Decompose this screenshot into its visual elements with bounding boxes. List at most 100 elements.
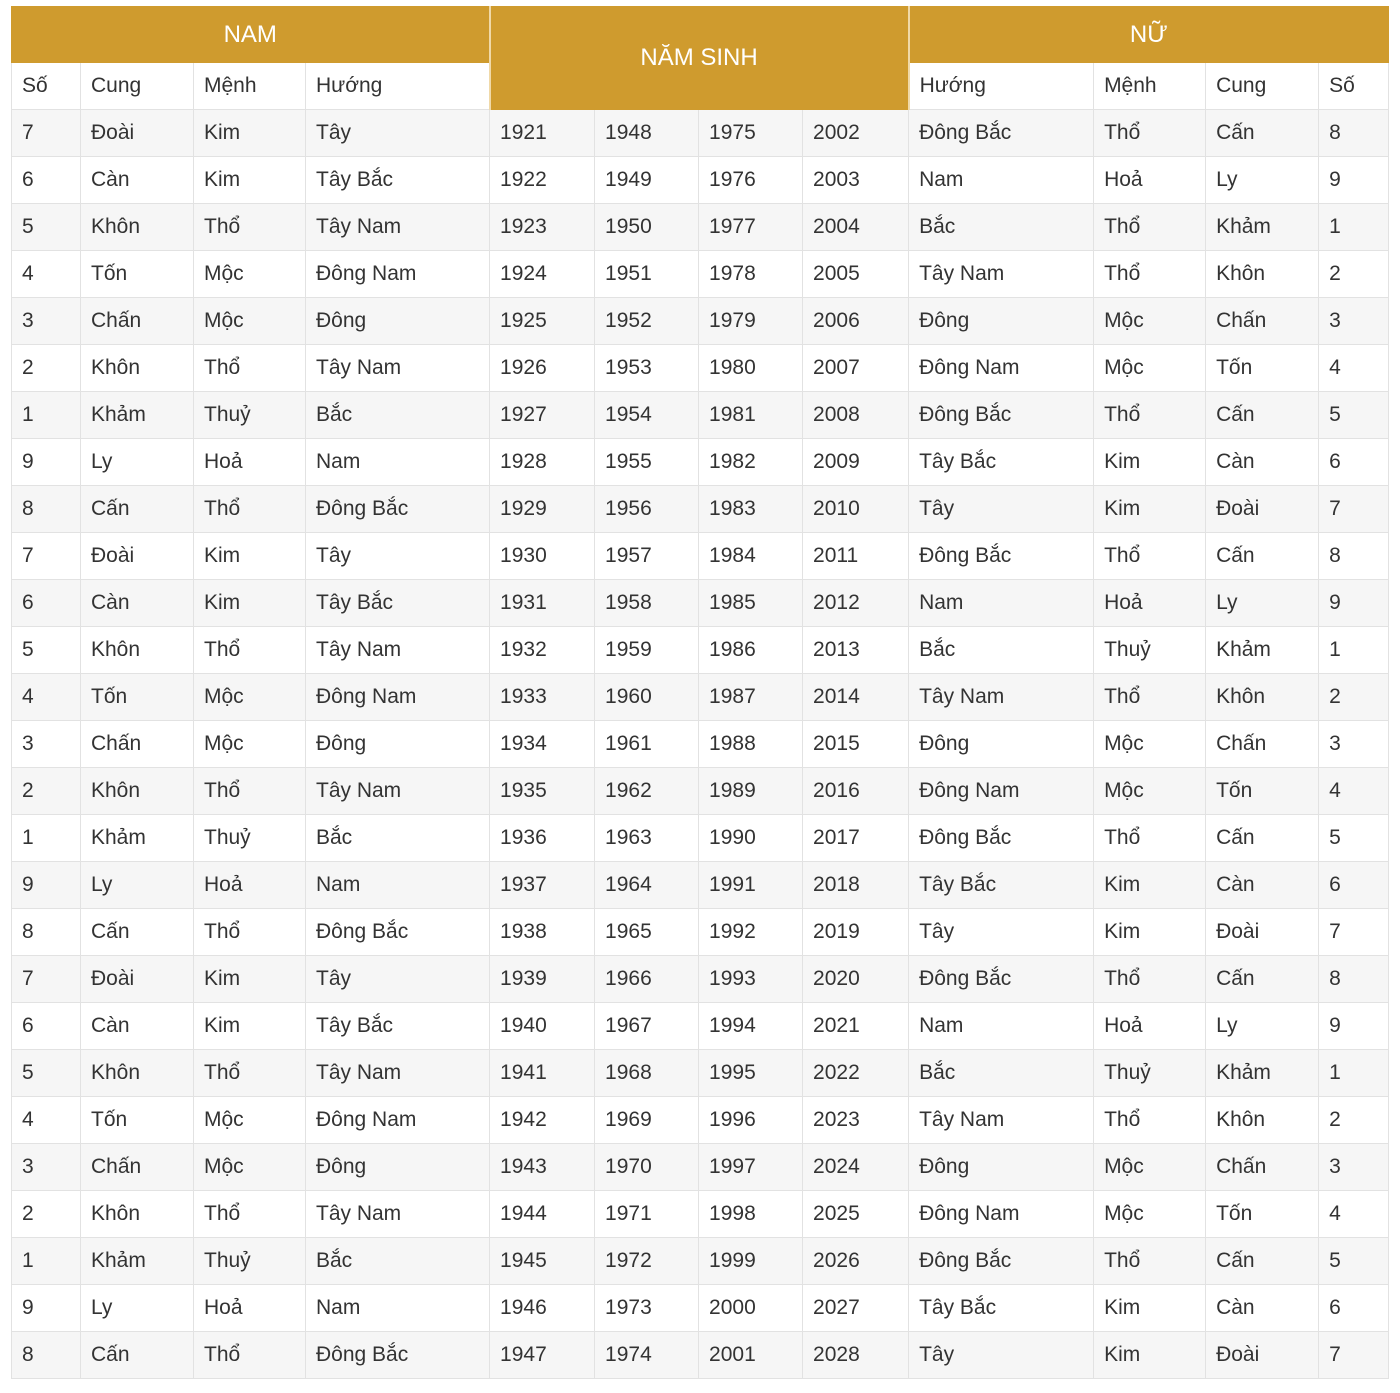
nu-huong-cell: Đông Bắc <box>908 955 1095 1003</box>
nam-menh-cell: Kim <box>193 579 306 627</box>
table-row: 7 Đoài Kim Tây 1939 1966 1993 2020 Đông Bắc Thổ Cấ… <box>11 955 1390 1003</box>
year-3-cell: 1976 <box>698 156 804 204</box>
nu-menh-cell: Kim <box>1093 438 1207 486</box>
table-row: 1 Khảm Thuỷ Bắc 1927 1954 1981 2008 Đông Bắc Thổ C… <box>11 391 1390 439</box>
year-2-cell: 1970 <box>594 1143 700 1191</box>
nam-so-cell: 4 <box>11 1096 81 1144</box>
nu-cung-cell: Ly <box>1205 579 1320 627</box>
nam-huong-cell: Tây Nam <box>304 767 491 815</box>
nam-so-cell: 5 <box>11 203 81 251</box>
nu-cung-cell: Cấn <box>1205 532 1320 580</box>
nu-cung-header: Cung <box>1205 62 1320 110</box>
year-3-cell: 1998 <box>698 1190 804 1238</box>
table-row: 6 Càn Kim Tây Bắc 1940 1967 1994 2021 Nam Hoả Ly 9 <box>11 1002 1390 1050</box>
year-2-cell: 1960 <box>594 673 700 721</box>
nu-cung-cell: Ly <box>1205 156 1320 204</box>
year-2-cell: 1964 <box>594 861 700 909</box>
year-4-cell: 2010 <box>802 485 910 533</box>
nu-menh-cell: Kim <box>1093 485 1207 533</box>
year-2-cell: 1968 <box>594 1049 700 1097</box>
year-2-cell: 1967 <box>594 1002 700 1050</box>
nam-huong-cell: Nam <box>304 861 491 909</box>
year-1-cell: 1928 <box>489 438 596 486</box>
nu-huong-cell: Tây <box>908 908 1095 956</box>
year-2-cell: 1963 <box>594 814 700 862</box>
nu-menh-cell: Thổ <box>1093 955 1207 1003</box>
nam-cung-cell: Đoài <box>80 532 194 580</box>
nu-huong-cell: Bắc <box>908 203 1095 251</box>
year-4-cell: 2027 <box>802 1284 910 1332</box>
nam-menh-cell: Hoả <box>193 438 306 486</box>
nam-menh-cell: Kim <box>193 532 306 580</box>
nu-so-cell: 5 <box>1318 814 1390 862</box>
nu-menh-cell: Thổ <box>1093 250 1207 298</box>
year-3-cell: 1999 <box>698 1237 804 1285</box>
nam-menh-cell: Thổ <box>193 485 306 533</box>
nu-huong-cell: Tây Bắc <box>908 861 1095 909</box>
nu-menh-cell: Thổ <box>1093 814 1207 862</box>
nu-menh-cell: Thổ <box>1093 391 1207 439</box>
nam-cung-cell: Cấn <box>80 485 194 533</box>
year-1-cell: 1940 <box>489 1002 596 1050</box>
nam-menh-cell: Mộc <box>193 1096 306 1144</box>
nu-cung-cell: Cấn <box>1205 391 1320 439</box>
year-1-cell: 1927 <box>489 391 596 439</box>
nam-sinh-header: NĂM SINH <box>488 6 910 110</box>
year-1-cell: 1937 <box>489 861 596 909</box>
table-row: 7 Đoài Kim Tây 1930 1957 1984 2011 Đông Bắc Thổ Cấ… <box>11 532 1390 580</box>
nu-huong-cell: Tây Bắc <box>908 438 1095 486</box>
nam-cung-cell: Khôn <box>80 1190 194 1238</box>
nu-huong-cell: Đông <box>908 1143 1095 1191</box>
nu-huong-cell: Nam <box>908 156 1095 204</box>
year-4-cell: 2005 <box>802 250 910 298</box>
year-3-cell: 1990 <box>698 814 804 862</box>
nu-huong-cell: Đông Bắc <box>908 391 1095 439</box>
year-2-cell: 1948 <box>594 109 700 157</box>
nu-cung-cell: Đoài <box>1205 908 1320 956</box>
table-row: 6 Càn Kim Tây Bắc 1931 1958 1985 2012 Nam Hoả Ly 9 <box>11 579 1390 627</box>
nam-menh-cell: Kim <box>193 1002 306 1050</box>
nu-cung-cell: Ly <box>1205 1002 1320 1050</box>
year-1-cell: 1941 <box>489 1049 596 1097</box>
year-2-cell: 1950 <box>594 203 700 251</box>
nu-so-cell: 5 <box>1318 1237 1390 1285</box>
table-row: 2 Khôn Thổ Tây Nam 1935 1962 1989 2016 Đông Nam M… <box>11 767 1390 815</box>
nu-so-cell: 8 <box>1318 532 1390 580</box>
nam-so-cell: 4 <box>11 673 81 721</box>
nam-cung-cell: Càn <box>80 579 194 627</box>
nam-menh-header: Mệnh <box>193 62 306 110</box>
nam-so-cell: 6 <box>11 1002 81 1050</box>
nu-so-cell: 3 <box>1318 297 1390 345</box>
nu-huong-cell: Tây Bắc <box>908 1284 1095 1332</box>
nam-huong-cell: Đông <box>304 1143 491 1191</box>
year-3-cell: 2000 <box>698 1284 804 1332</box>
year-4-cell: 2028 <box>802 1331 910 1379</box>
nam-menh-cell: Thổ <box>193 1331 306 1379</box>
year-1-cell: 1932 <box>489 626 596 674</box>
nu-menh-cell: Thổ <box>1093 203 1207 251</box>
table-row: 9 Ly Hoả Nam 1928 1955 1982 2009 Tây Bắc Kim Càn 6 <box>11 438 1390 486</box>
nu-cung-cell: Khôn <box>1205 673 1320 721</box>
nu-so-cell: 5 <box>1318 391 1390 439</box>
nam-huong-cell: Tây Nam <box>304 626 491 674</box>
nam-so-cell: 3 <box>11 1143 81 1191</box>
year-3-cell: 1995 <box>698 1049 804 1097</box>
year-2-cell: 1958 <box>594 579 700 627</box>
year-2-cell: 1955 <box>594 438 700 486</box>
nam-menh-cell: Thổ <box>193 767 306 815</box>
nam-cung-cell: Chấn <box>80 297 194 345</box>
nu-menh-cell: Mộc <box>1093 1190 1207 1238</box>
year-4-cell: 2016 <box>802 767 910 815</box>
table-row: 8 Cấn Thổ Đông Bắc 1929 1956 1983 2010 Tây Kim Đoà… <box>11 485 1390 533</box>
nam-huong-cell: Đông Nam <box>304 250 491 298</box>
nam-menh-cell: Mộc <box>193 250 306 298</box>
nu-cung-cell: Càn <box>1205 861 1320 909</box>
nam-huong-cell: Bắc <box>304 391 491 439</box>
year-3-cell: 1984 <box>698 532 804 580</box>
year-3-cell: 1989 <box>698 767 804 815</box>
nam-so-cell: 8 <box>11 1331 81 1379</box>
nam-cung-cell: Khôn <box>80 203 194 251</box>
year-4-cell: 2018 <box>802 861 910 909</box>
nam-cung-cell: Khảm <box>80 391 194 439</box>
year-2-cell: 1949 <box>594 156 700 204</box>
